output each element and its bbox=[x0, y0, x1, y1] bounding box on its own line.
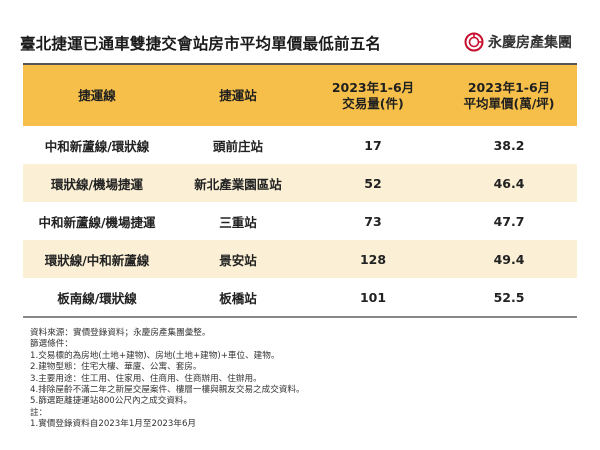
table-row: 環狀線/中和新蘆線 景安站 128 49.4 bbox=[23, 240, 577, 278]
remark-heading: 註： bbox=[30, 407, 48, 418]
cell-station: 三重站 bbox=[171, 202, 305, 240]
cell-station: 頭前庄站 bbox=[171, 126, 305, 164]
filter-note: 5.篩選距離捷運站800公尺內之成交資料。 bbox=[30, 396, 193, 407]
cell-line: 中和新蘆線/機場捷運 bbox=[23, 202, 171, 240]
header-line1: 捷運站 bbox=[219, 87, 257, 103]
cell-station: 新北產業園區站 bbox=[171, 164, 305, 202]
header-mrt-line: 捷運線 bbox=[23, 65, 171, 126]
filter-note: 3.主要用途：住工用、住家用、住商用、住商辦用、住辦用。 bbox=[30, 373, 262, 384]
cell-volume: 17 bbox=[305, 126, 441, 164]
header-line2: 交易量(件) bbox=[342, 95, 404, 111]
page-title: 臺北捷運已通車雙捷交會站房市平均單價最低前五名 bbox=[20, 35, 382, 53]
cell-volume: 73 bbox=[305, 202, 441, 240]
data-table: 捷運線 捷運站 2023年1-6月 交易量(件) 2023年1-6月 平均單價(… bbox=[23, 63, 577, 318]
header-avg-price: 2023年1-6月 平均單價(萬/坪) bbox=[441, 65, 577, 126]
cell-volume: 101 bbox=[305, 278, 441, 318]
header-station: 捷運站 bbox=[171, 65, 305, 126]
header-line1: 捷運線 bbox=[78, 87, 116, 103]
filter-note: 1.交易標的為房地(土地+建物)、房地(土地+建物)+車位、建物。 bbox=[30, 350, 280, 361]
cell-volume: 128 bbox=[305, 240, 441, 278]
cell-station: 板橋站 bbox=[171, 278, 305, 318]
cell-price: 46.4 bbox=[441, 164, 577, 202]
cell-line: 環狀線/中和新蘆線 bbox=[23, 240, 171, 278]
table-row: 板南線/環狀線 板橋站 101 52.5 bbox=[23, 278, 577, 318]
table-header-row: 捷運線 捷運站 2023年1-6月 交易量(件) 2023年1-6月 平均單價(… bbox=[23, 65, 577, 126]
header-line1: 2023年1-6月 bbox=[467, 79, 551, 95]
cell-line: 中和新蘆線/環狀線 bbox=[23, 126, 171, 164]
header-line2: 平均單價(萬/坪) bbox=[463, 95, 555, 111]
cell-station: 景安站 bbox=[171, 240, 305, 278]
filter-note: 2.建物型態：住宅大樓、華廈、公寓、套房。 bbox=[30, 362, 202, 373]
brand-name: 永慶房產集團 bbox=[488, 35, 572, 51]
footnotes: 資料來源：實價登錄資料；永慶房產集團彙整。 篩選條件： 1.交易標的為房地(土地… bbox=[30, 328, 305, 431]
header-volume: 2023年1-6月 交易量(件) bbox=[305, 65, 441, 126]
yung-ching-logo-icon bbox=[464, 32, 484, 52]
table-row: 環狀線/機場捷運 新北產業園區站 52 46.4 bbox=[23, 164, 577, 202]
filter-note: 4.排除屋齡不滿二年之新屋交屋案件、樓層一樓與親友交易之成交資料。 bbox=[30, 385, 305, 396]
brand: 永慶房產集團 bbox=[464, 32, 572, 52]
cell-price: 47.7 bbox=[441, 202, 577, 240]
header-line1: 2023年1-6月 bbox=[331, 79, 415, 95]
filter-heading: 篩選條件： bbox=[30, 339, 73, 350]
cell-line: 環狀線/機場捷運 bbox=[23, 164, 171, 202]
table-row: 中和新蘆線/機場捷運 三重站 73 47.7 bbox=[23, 202, 577, 240]
source-note: 資料來源：實價登錄資料；永慶房產集團彙整。 bbox=[30, 328, 211, 338]
cell-price: 52.5 bbox=[441, 278, 577, 318]
table-row: 中和新蘆線/環狀線 頭前庄站 17 38.2 bbox=[23, 126, 577, 164]
cell-price: 38.2 bbox=[441, 126, 577, 164]
cell-price: 49.4 bbox=[441, 240, 577, 278]
remark-note: 1.實價登錄資料自2023年1月至2023年6月 bbox=[30, 419, 197, 430]
cell-line: 板南線/環狀線 bbox=[23, 278, 171, 318]
cell-volume: 52 bbox=[305, 164, 441, 202]
